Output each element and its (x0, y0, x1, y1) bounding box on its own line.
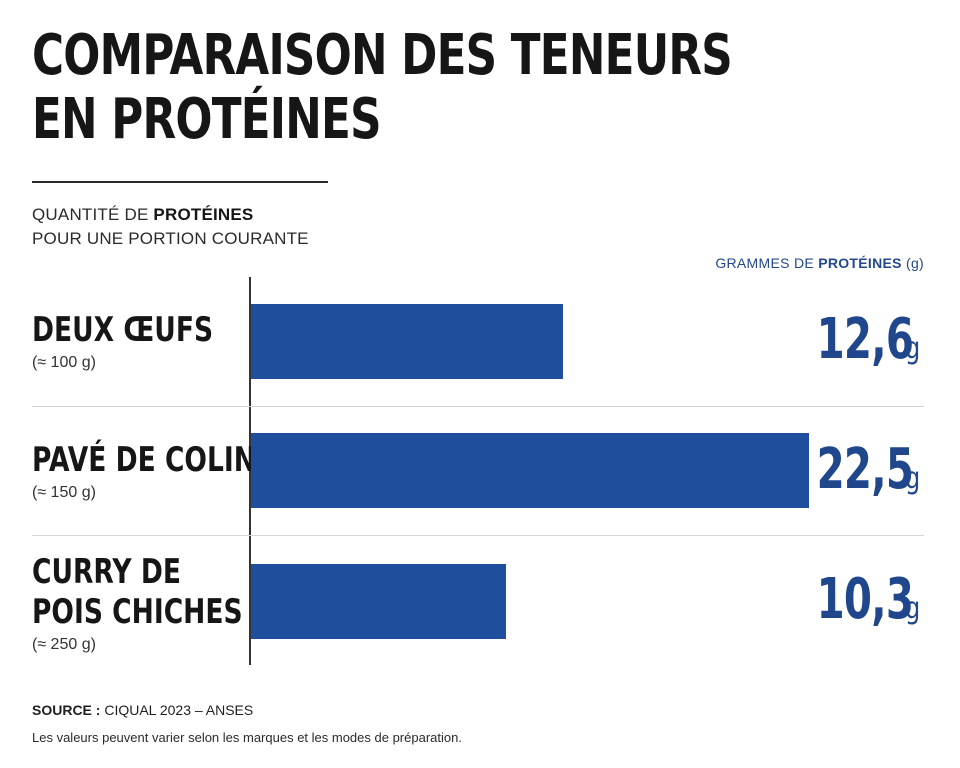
chart-title-line-2: EN PROTÉINES (32, 87, 382, 152)
source-label: SOURCE : (32, 702, 101, 718)
bar (251, 564, 507, 639)
value-axis-label-prefix: GRAMMES DE (715, 255, 819, 271)
chart-title: COMPARAISON DES TENEURS EN PROTÉINES (32, 23, 733, 152)
data-label: 12,6 g (779, 308, 924, 372)
subtitle-line-2: POUR UNE PORTION COURANTE (32, 229, 309, 248)
value-axis-label: GRAMMES DE PROTÉINES (g) (715, 255, 924, 271)
data-label-unit: g (904, 591, 921, 626)
category-name-line: POIS CHICHES (32, 592, 243, 632)
subtitle-line-1: QUANTITÉ DE PROTÉINES (32, 203, 309, 227)
footnote: Les valeurs peuvent varier selon les mar… (32, 730, 462, 745)
data-label-value: 22,5 (816, 437, 914, 502)
data-label: 22,5 g (779, 438, 924, 502)
category-name: PAVÉ DE COLIN (32, 440, 256, 480)
row-separator (32, 535, 924, 536)
data-label: 10,3 g (779, 568, 924, 632)
category-name: DEUX ŒUFS (32, 310, 213, 350)
category-label: DEUX ŒUFS (≈ 100 g) (32, 310, 264, 372)
data-label-value: 12,6 (816, 307, 914, 372)
subtitle-bold: PROTÉINES (153, 205, 254, 224)
category-portion: (≈ 250 g) (32, 636, 96, 653)
data-label-unit: g (904, 331, 921, 366)
source-note: SOURCE : CIQUAL 2023 – ANSES (32, 702, 253, 718)
data-label-value: 10,3 (816, 567, 914, 632)
category-name-line: PAVÉ DE COLIN (32, 440, 256, 480)
category-label: PAVÉ DE COLIN (≈ 150 g) (32, 440, 319, 502)
category-name-line: DEUX ŒUFS (32, 310, 214, 350)
category-name: CURRY DE POIS CHICHES (32, 552, 243, 632)
data-label-unit: g (904, 461, 921, 496)
row-separator (32, 406, 924, 407)
category-label: CURRY DE POIS CHICHES (≈ 250 g) (32, 552, 302, 654)
value-axis-label-suffix: (g) (901, 255, 924, 271)
category-portion: (≈ 100 g) (32, 354, 96, 371)
value-axis-label-bold: PROTÉINES (818, 255, 902, 271)
subtitle-prefix: QUANTITÉ DE (32, 205, 154, 224)
category-axis-line (249, 277, 251, 665)
source-text: CIQUAL 2023 – ANSES (100, 702, 254, 718)
category-name-line: CURRY DE (32, 552, 181, 592)
bar (251, 433, 809, 508)
chart-title-line-1: COMPARAISON DES TENEURS (32, 23, 733, 88)
bar (251, 304, 564, 379)
title-divider (32, 181, 328, 183)
chart-subtitle: QUANTITÉ DE PROTÉINES POUR UNE PORTION C… (32, 203, 309, 251)
category-portion: (≈ 150 g) (32, 484, 96, 501)
